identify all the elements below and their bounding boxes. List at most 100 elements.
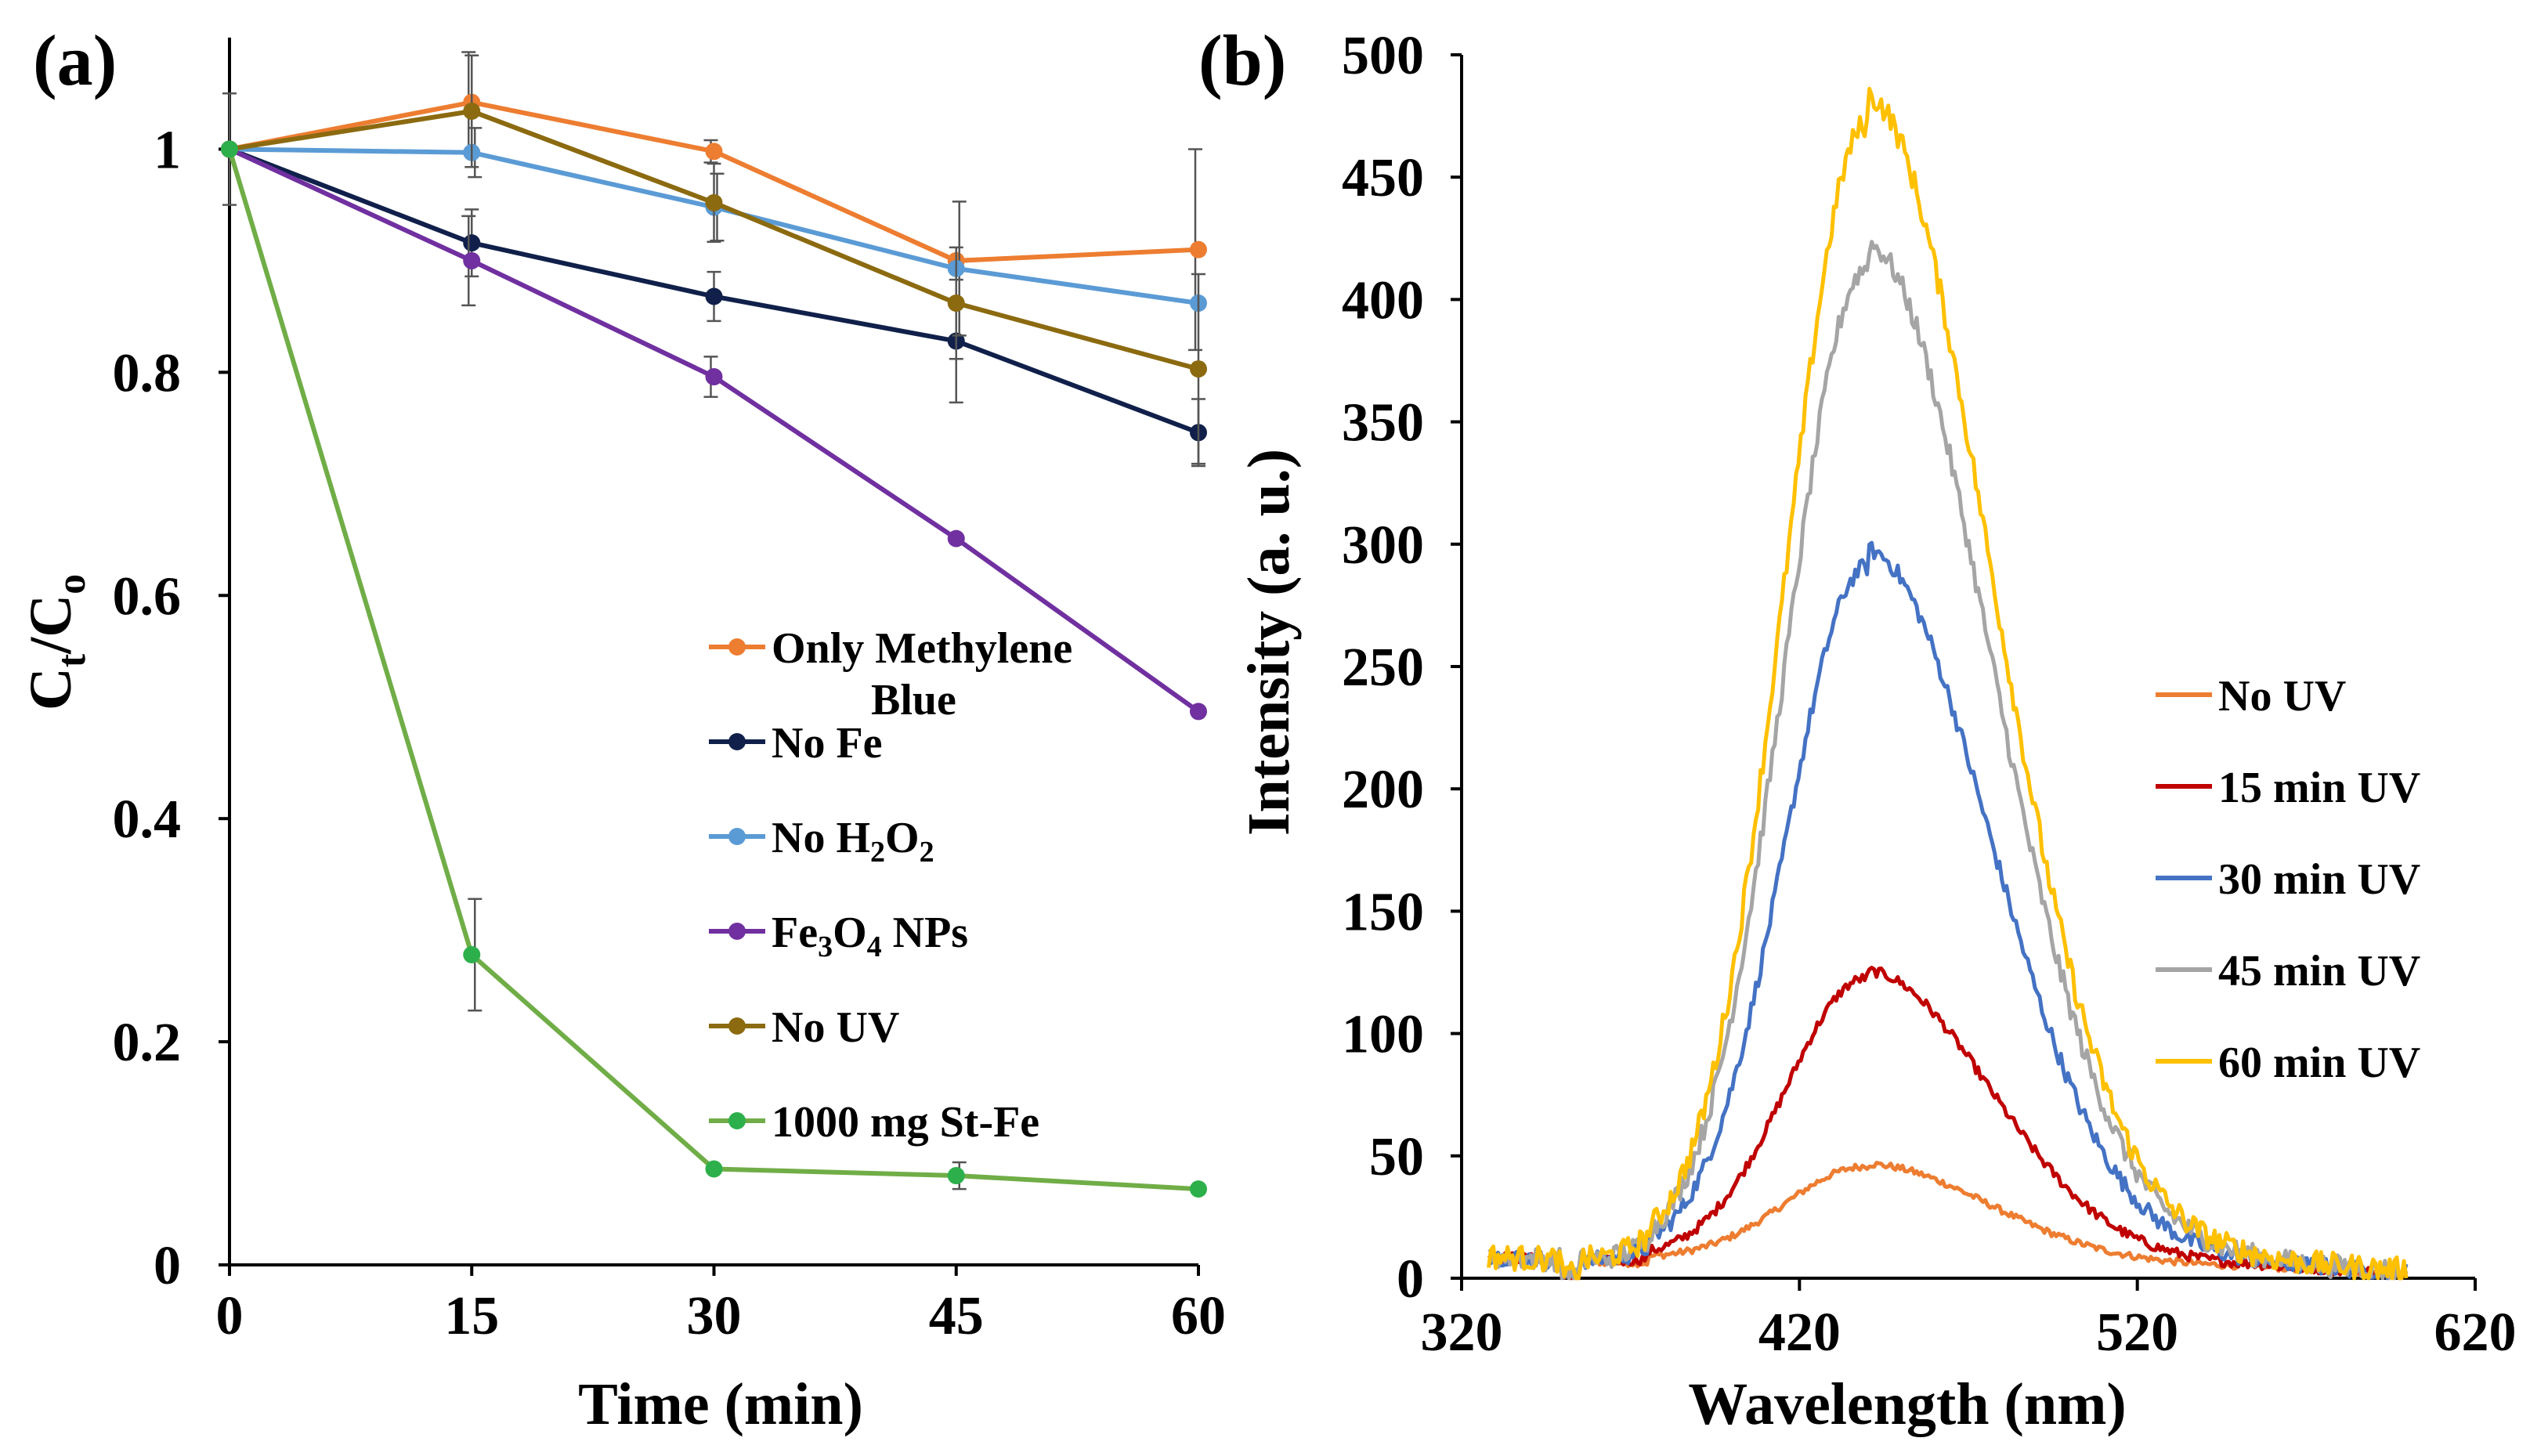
panel-a-x-axis-title: Time (min) [578, 1371, 863, 1437]
legend-label-line: Only Methylene [772, 624, 1072, 673]
data-point [463, 103, 481, 121]
panel-a-y-tick-label: 0.8 [113, 343, 182, 403]
panel-b-legend-item: 60 min UV [2156, 1039, 2420, 1087]
data-point [705, 1160, 723, 1178]
panel-b-y-tick-label: 500 [1342, 26, 1424, 86]
legend-label: 60 min UV [2218, 1039, 2420, 1087]
legend-label-part: 3 [818, 930, 833, 963]
panel-b-series-line [1487, 240, 2409, 1281]
panel-b-y-tick-label: 300 [1342, 515, 1424, 576]
panel-b-y-tick-label: 150 [1342, 882, 1424, 942]
data-point [1190, 1180, 1207, 1198]
legend-label-part: O [885, 814, 920, 862]
panel-a-label: (a) [33, 20, 117, 100]
panel-a-legend-item: Only Methylene Blue [709, 624, 1072, 724]
panel-b-axes [1460, 55, 2475, 1280]
legend-label: Fe3O4 NPs [772, 909, 968, 963]
data-point [705, 368, 723, 386]
y-title-c: C [18, 667, 84, 710]
legend-swatch-marker [728, 828, 746, 845]
panel-b-y-tick-label: 450 [1342, 148, 1424, 208]
data-point [705, 143, 723, 161]
panel-b-x-tick-label: 420 [1758, 1302, 1841, 1363]
panel-b-x-axis-title: Wavelength (nm) [1688, 1371, 2126, 1437]
panel-b-legend-item: 15 min UV [2156, 764, 2420, 812]
panel-a-series-group [221, 54, 1207, 465]
panel-a-y-tick-label: 0.4 [113, 789, 182, 850]
panel-b-legend-item: No UV [2156, 672, 2346, 721]
legend-label: No UV [772, 1003, 899, 1052]
legend-label-part: 2 [920, 836, 934, 869]
legend-label: 30 min UV [2218, 855, 2420, 904]
panel-a-series [221, 51, 1207, 1198]
panel-b-series-line [1487, 86, 2409, 1281]
data-point [947, 529, 965, 547]
panel-a-legend-item: No H2O2 [709, 814, 934, 869]
panel-b-y-tick-label: 0 [1397, 1249, 1424, 1310]
data-point [1190, 240, 1207, 258]
data-point [705, 287, 723, 305]
panel-a-x-tick-label: 15 [444, 1286, 499, 1346]
panel-b-y-tick-label: 100 [1342, 1005, 1424, 1065]
panel-b-x-tick-label: 620 [2434, 1302, 2517, 1363]
legend-swatch-marker [728, 1112, 746, 1129]
data-point [463, 251, 481, 269]
legend-label: 45 min UV [2218, 947, 2420, 995]
panel-a-y-tick-label: 0.2 [113, 1013, 182, 1073]
panel-b-series-line [1488, 966, 2409, 1281]
legend-label-part: O [833, 909, 867, 957]
panel-b-y-tick-label: 400 [1342, 270, 1424, 331]
legend-label: No UV [2218, 672, 2346, 721]
y-title-sub-o: o [49, 574, 94, 594]
panel-a-y-tick-label: 0 [154, 1236, 181, 1296]
panel-b-legend-item: 30 min UV [2156, 855, 2420, 904]
legend-label-part: 4 [867, 930, 882, 963]
legend-label: 1000 mg St-Fe [772, 1098, 1039, 1147]
data-point [1190, 703, 1207, 721]
panel-b-legend-item: 45 min UV [2156, 947, 2420, 995]
panel-b-ticks: 320 420 520 620 0 50 100 150 200 250 300 350 400 450 5… [1342, 26, 2517, 1363]
panel-b-y-tick-label: 200 [1342, 760, 1424, 820]
legend-swatch-marker [728, 733, 746, 750]
data-point [947, 1167, 965, 1185]
data-point [947, 294, 965, 313]
panel-a-series-group [221, 140, 1207, 1198]
legend-label: No Fe [772, 719, 883, 768]
legend-swatch-marker [728, 1017, 746, 1035]
panel-b-series-line [1487, 540, 2409, 1281]
legend-label-part: Fe [772, 909, 818, 957]
panel-b-x-tick-label: 320 [1421, 1302, 1503, 1363]
panel-a-legend-item: Fe3O4 NPs [709, 909, 968, 963]
panel-b-x-tick-label: 520 [2096, 1302, 2178, 1363]
panel-a-y-tick-label: 0.6 [113, 566, 182, 627]
panel-a-x-tick-label: 0 [216, 1286, 244, 1346]
panel-a-x-tick-label: 30 [687, 1286, 742, 1346]
legend-label-part: No H [772, 814, 870, 862]
legend-swatch-marker [728, 923, 746, 940]
panel-b-y-tick-label: 350 [1342, 393, 1424, 453]
panel-a-legend-item: 1000 mg St-Fe [709, 1098, 1039, 1147]
legend-label-line: Blue [871, 676, 956, 724]
panel-b-y-axis-title: Intensity (a. u.) [1236, 449, 1302, 836]
panel-a-x-tick-label: 45 [929, 1286, 984, 1346]
panel-a-ticks: 0 15 30 45 60 0 0.2 0.4 0.6 0.8 1 [113, 120, 1227, 1346]
legend-label: No H2O2 [772, 814, 934, 869]
panel-b-chart: (b) 320 420 520 620 0 50 100 150 200 250 300 350 400… [1198, 20, 2517, 1437]
data-point [463, 234, 481, 252]
panel-a-x-tick-label: 60 [1171, 1286, 1226, 1346]
y-title-sub-t: t [49, 653, 94, 667]
panel-b-series [1487, 86, 2409, 1281]
data-point [221, 140, 238, 158]
y-title-slash-c: /C [18, 594, 84, 655]
data-point [463, 945, 481, 963]
panel-a-y-tick-label: 1 [154, 120, 181, 180]
panel-b-legend: No UV 15 min UV 30 min UV 45 min UV 60 min U… [2156, 672, 2420, 1087]
panel-a-legend-item: No UV [709, 1003, 899, 1052]
panel-a-legend-item: No Fe [709, 719, 883, 768]
legend-label: 15 min UV [2218, 764, 2420, 812]
panel-b-y-tick-label: 50 [1369, 1127, 1424, 1187]
data-point [1190, 360, 1207, 378]
panel-a-chart: (a) 0 15 30 45 60 0 0.2 0.4 0.6 0.8 1 Time (min) C… [18, 20, 1226, 1437]
